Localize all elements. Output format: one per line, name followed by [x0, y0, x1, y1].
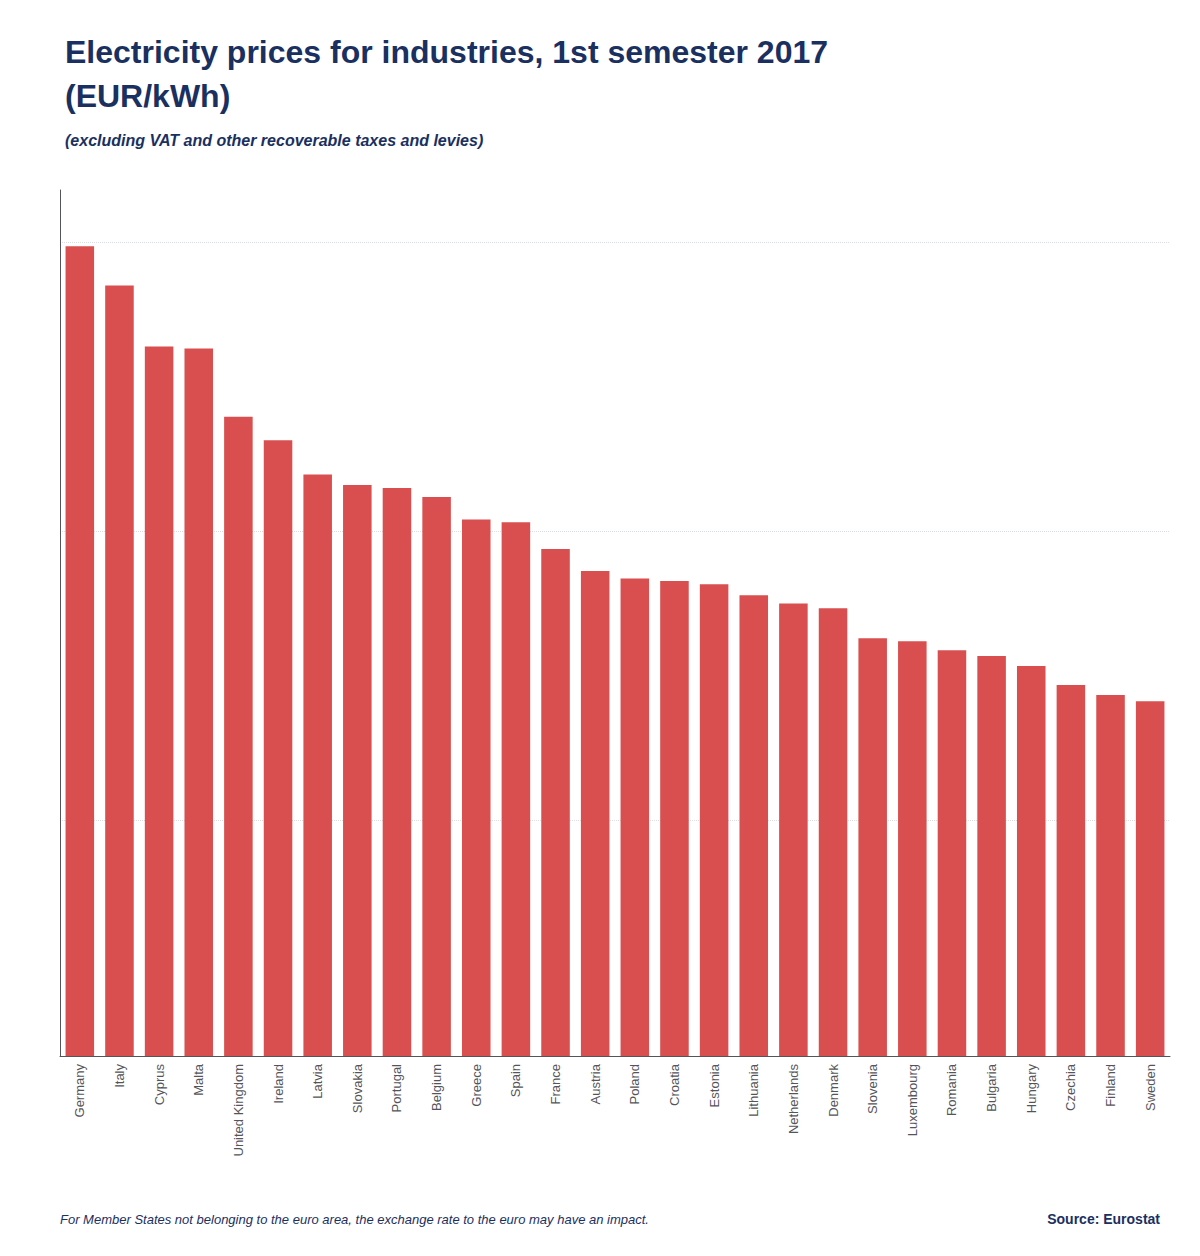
- svg-text:Luxembourg: Luxembourg: [905, 1064, 920, 1136]
- svg-text:For Member States not belongin: For Member States not belonging to the e…: [60, 1212, 649, 1227]
- svg-text:Estonia: Estonia: [707, 1063, 722, 1107]
- svg-text:Greece: Greece: [469, 1064, 484, 1107]
- svg-text:Malta: Malta: [191, 1063, 206, 1096]
- svg-text:Hungary: Hungary: [1024, 1064, 1039, 1114]
- svg-text:Czechia: Czechia: [1063, 1063, 1078, 1111]
- svg-text:Finland: Finland: [1103, 1064, 1118, 1107]
- svg-text:Slovakia: Slovakia: [350, 1063, 365, 1113]
- svg-text:Romania: Romania: [944, 1063, 959, 1116]
- svg-text:Sweden: Sweden: [1143, 1064, 1158, 1111]
- svg-text:Austria: Austria: [588, 1063, 603, 1104]
- svg-text:Ireland: Ireland: [271, 1064, 286, 1104]
- svg-text:France: France: [548, 1064, 563, 1104]
- svg-text:Bulgaria: Bulgaria: [984, 1063, 999, 1111]
- svg-text:Spain: Spain: [508, 1064, 523, 1097]
- svg-text:(EUR/kWh): (EUR/kWh): [65, 78, 230, 114]
- svg-text:Belgium: Belgium: [429, 1064, 444, 1111]
- svg-text:Electricity prices for industr: Electricity prices for industries, 1st s…: [65, 34, 828, 70]
- svg-text:Netherlands: Netherlands: [786, 1064, 801, 1135]
- svg-text:Croatia: Croatia: [667, 1063, 682, 1106]
- svg-text:Portugal: Portugal: [389, 1064, 404, 1113]
- svg-text:Cyprus: Cyprus: [152, 1064, 167, 1106]
- svg-text:Latvia: Latvia: [310, 1063, 325, 1098]
- svg-text:(excluding VAT and other recov: (excluding VAT and other recoverable tax…: [65, 132, 483, 149]
- svg-text:Source: Eurostat: Source: Eurostat: [1047, 1211, 1160, 1227]
- svg-text:Poland: Poland: [627, 1064, 642, 1104]
- svg-text:Italy: Italy: [112, 1064, 127, 1088]
- svg-text:Germany: Germany: [72, 1064, 87, 1118]
- svg-text:United Kingdom: United Kingdom: [231, 1064, 246, 1157]
- svg-text:Lithuania: Lithuania: [746, 1063, 761, 1117]
- svg-text:Slovenia: Slovenia: [865, 1063, 880, 1114]
- svg-text:Denmark: Denmark: [826, 1064, 841, 1117]
